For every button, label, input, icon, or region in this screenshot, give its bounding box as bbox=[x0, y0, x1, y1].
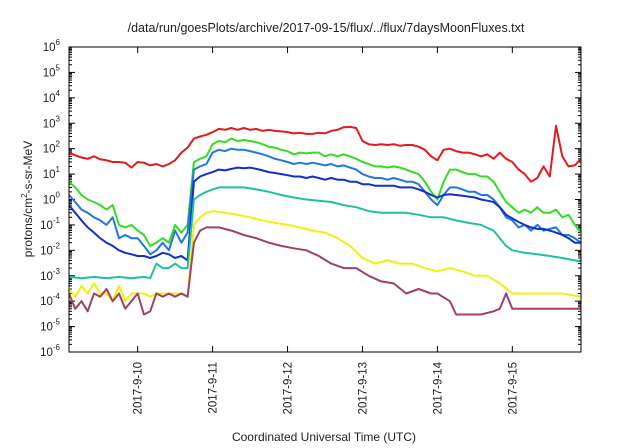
y-tick-base: 10 bbox=[43, 144, 56, 156]
y-tick-exponent: 1 bbox=[56, 165, 61, 174]
y-tick-label: 105 bbox=[43, 63, 61, 79]
y-tick-exponent: 3 bbox=[56, 114, 61, 123]
y-tick-base: 10 bbox=[43, 93, 56, 105]
y-tick-exponent: -3 bbox=[53, 267, 61, 276]
series-line bbox=[69, 186, 581, 280]
y-tick-exponent: 2 bbox=[56, 140, 61, 149]
y-tick-label: 10-1 bbox=[40, 216, 60, 232]
x-tick-group: 2017-9-10 2017-9-11 2017-9-12 2017-9-13 2017… bbox=[133, 47, 519, 414]
y-tick-label: 10-3 bbox=[40, 267, 60, 283]
y-tick-label: 10-2 bbox=[40, 241, 60, 257]
x-tick-label: 2017-9-13 bbox=[357, 362, 369, 414]
series-line bbox=[69, 124, 581, 183]
series-line bbox=[69, 166, 581, 262]
y-tick-label: 104 bbox=[43, 89, 61, 105]
x-tick-label: 2017-9-12 bbox=[283, 362, 295, 414]
y-tick-label: 100 bbox=[43, 191, 61, 207]
y-tick-base: 10 bbox=[40, 271, 53, 283]
y-tick-label: 106 bbox=[43, 38, 61, 54]
y-tick-base: 10 bbox=[40, 245, 53, 257]
x-tick-label: 2017-9-11 bbox=[208, 362, 220, 414]
x-axis-label: Coordinated Universal Time (UTC) bbox=[232, 430, 416, 444]
y-axis-label-sup: 2 bbox=[20, 193, 29, 198]
y-tick-exponent: 0 bbox=[56, 191, 61, 200]
chart-title: /data/run/goesPlots/archive/2017-09-15/f… bbox=[128, 21, 525, 35]
series-line bbox=[69, 210, 581, 303]
y-tick-label: 10-6 bbox=[40, 343, 60, 359]
y-tick-group: 10610510410310210110010-110-210-310-410-… bbox=[40, 38, 581, 359]
y-axis-label-main: protons/cm bbox=[21, 198, 35, 257]
y-tick-base: 10 bbox=[43, 169, 56, 181]
y-tick-base: 10 bbox=[43, 118, 56, 130]
y-tick-base: 10 bbox=[43, 67, 56, 79]
y-tick-exponent: -5 bbox=[53, 318, 61, 327]
y-tick-base: 10 bbox=[40, 220, 53, 232]
x-tick-label: 2017-9-10 bbox=[133, 362, 145, 414]
y-tick-base: 10 bbox=[40, 347, 53, 359]
series-line bbox=[69, 226, 581, 316]
y-tick-exponent: -2 bbox=[53, 241, 61, 250]
y-tick-label: 101 bbox=[43, 165, 61, 181]
y-tick-base: 10 bbox=[43, 42, 56, 54]
y-tick-label: 10-4 bbox=[40, 292, 60, 308]
y-tick-base: 10 bbox=[43, 195, 56, 207]
y-tick-exponent: 6 bbox=[56, 38, 61, 47]
y-tick-base: 10 bbox=[40, 296, 53, 308]
y-tick-label: 10-5 bbox=[40, 318, 60, 334]
y-tick-exponent: -4 bbox=[53, 292, 61, 301]
y-tick-exponent: 5 bbox=[56, 63, 61, 72]
x-tick-label: 2017-9-14 bbox=[432, 361, 444, 414]
series-line bbox=[69, 137, 581, 247]
series-line bbox=[69, 147, 581, 256]
y-tick-exponent: -1 bbox=[53, 216, 61, 225]
series-group bbox=[69, 124, 581, 316]
y-tick-label: 102 bbox=[43, 140, 61, 156]
plot-frame bbox=[68, 46, 582, 353]
x-tick-label: 2017-9-15 bbox=[507, 362, 519, 414]
y-tick-base: 10 bbox=[40, 322, 53, 334]
y-tick-exponent: 4 bbox=[56, 89, 61, 98]
y-axis-label-rest: -s-sr-MeV bbox=[21, 141, 35, 194]
y-tick-label: 103 bbox=[43, 114, 61, 130]
y-tick-exponent: -6 bbox=[53, 343, 61, 352]
y-axis-label: protons/cm2-s-sr-MeV bbox=[20, 141, 35, 257]
